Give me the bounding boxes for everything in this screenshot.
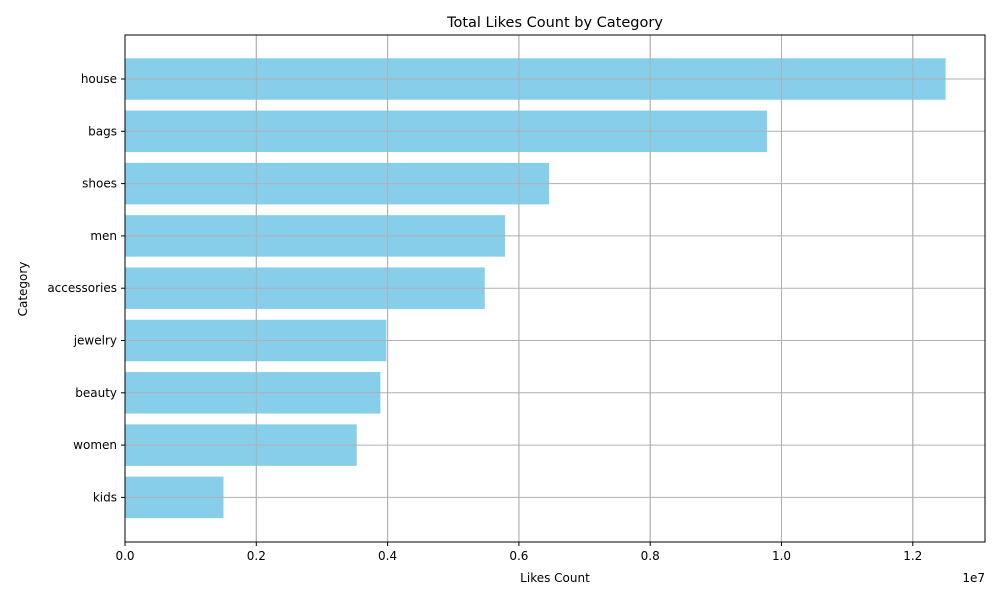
x-axis-offset-label: 1e7 [962, 571, 985, 585]
y-tick-label-men: men [90, 229, 117, 243]
x-tick-label: 1.0 [772, 549, 791, 563]
x-tick-label: 1.2 [903, 549, 922, 563]
x-tick-label: 0.8 [641, 549, 660, 563]
x-axis-label: Likes Count [520, 571, 590, 585]
y-tick-label-bags: bags [88, 124, 117, 138]
x-tick-label: 0.0 [115, 549, 134, 563]
y-tick-label-accessories: accessories [47, 281, 117, 295]
x-tick-label: 0.2 [247, 549, 266, 563]
y-tick-label-jewelry: jewelry [73, 334, 117, 348]
y-tick-label-shoes: shoes [82, 177, 117, 191]
y-axis-label: Category [16, 262, 30, 317]
x-tick-label: 0.6 [509, 549, 528, 563]
y-grid-lines [124, 35, 985, 542]
y-tick-label-house: house [81, 72, 117, 86]
y-tick-label-kids: kids [93, 490, 117, 504]
y-tick-label-women: women [73, 438, 117, 452]
axes: 0.0 0.2 0.4 0.6 0.8 1.0 1.2 house bags shoes men ac… [47, 34, 986, 563]
x-tick-label: 0.4 [378, 549, 397, 563]
y-tick-label-beauty: beauty [75, 386, 117, 400]
chart-title: Total Likes Count by Category [446, 15, 663, 31]
